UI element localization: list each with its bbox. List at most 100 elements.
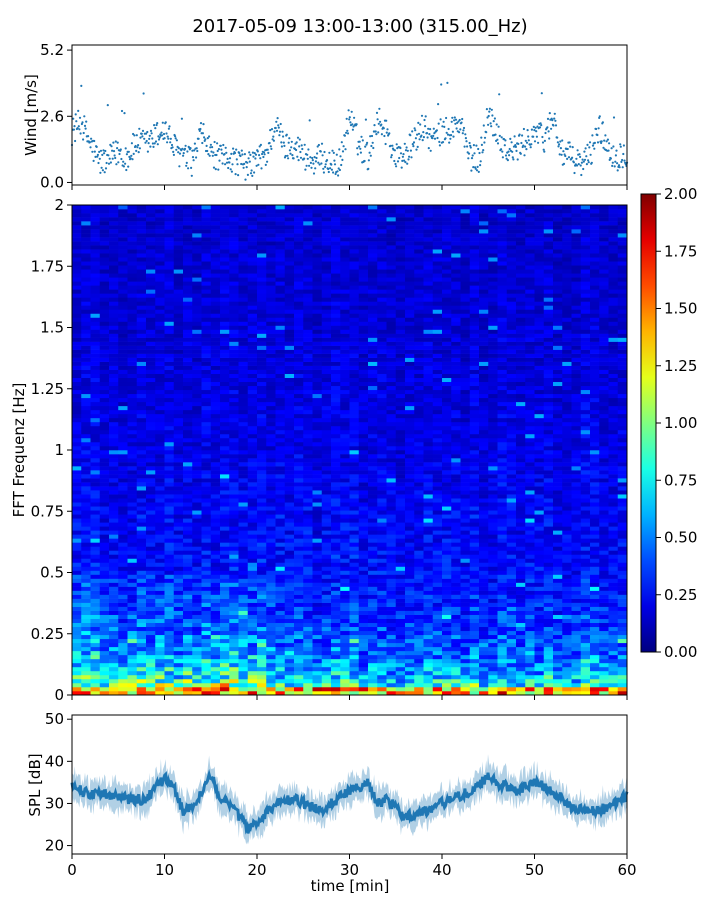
wind-point — [409, 134, 412, 137]
spectrogram-cell — [99, 638, 110, 644]
spectrogram-cell — [210, 269, 221, 274]
spectrogram-cell — [238, 566, 249, 571]
spectrogram-cell — [81, 249, 91, 254]
spectrogram-cell — [266, 626, 276, 632]
spectrogram-cell — [257, 393, 267, 399]
wind-point — [361, 139, 364, 142]
spectrogram-cell — [321, 518, 332, 523]
spectrogram-cell — [284, 510, 295, 515]
spectrogram-cell — [368, 233, 378, 238]
spectrogram-cell — [294, 646, 304, 652]
spectrogram-cell — [238, 257, 249, 262]
spectrogram-cell — [331, 518, 341, 523]
spectrogram-cell — [220, 498, 230, 503]
spectrogram-cell — [303, 349, 313, 354]
spectrogram-cell — [201, 409, 212, 415]
wind-point — [299, 150, 302, 154]
spectrogram-cell — [294, 458, 304, 463]
spectrogram-cell — [118, 381, 128, 387]
spectrogram-cell — [257, 225, 267, 230]
spectrogram-cell — [284, 518, 295, 523]
spectrogram-cell — [303, 606, 313, 611]
wind-point — [296, 155, 299, 158]
spectrogram-cell — [164, 281, 175, 286]
spectrogram-cell — [229, 478, 239, 483]
spectrogram-cell — [331, 606, 341, 611]
spectrogram-cell — [210, 317, 221, 322]
spectrogram-cell — [155, 458, 165, 463]
spectrogram-cell — [229, 365, 239, 370]
wind-point — [125, 153, 128, 156]
spectrogram-cell — [312, 674, 323, 680]
wind-point — [621, 166, 624, 169]
spectrogram-cell — [275, 578, 286, 583]
spectrogram-cell — [136, 233, 147, 238]
spectrogram-cell — [72, 546, 82, 551]
spectrogram-cell — [99, 682, 110, 688]
spectrogram-cell — [303, 466, 313, 471]
spectrogram-cell — [127, 425, 138, 431]
spectrogram-cell — [173, 349, 184, 354]
spectrogram-cell — [136, 666, 147, 672]
spectrogram-cell — [118, 682, 128, 688]
spectrogram-cell — [238, 241, 249, 246]
wind-point — [618, 166, 621, 169]
spectrogram-cell — [284, 522, 295, 527]
spectrogram-cell — [340, 209, 350, 214]
spectrogram-cell — [266, 369, 276, 374]
spectrogram-cell — [136, 586, 147, 591]
spectrogram-cell — [201, 614, 212, 619]
spectrogram-cell — [358, 209, 369, 214]
wind-point — [497, 125, 500, 128]
spectrogram-cell — [294, 590, 304, 595]
spectrogram-cell — [247, 217, 258, 222]
spectrogram-cell — [340, 237, 350, 242]
spectrogram-cell — [284, 582, 295, 587]
wind-point — [393, 149, 396, 152]
spectrogram-cell — [266, 321, 276, 326]
spectrogram-cell — [90, 566, 101, 571]
spectrogram-cell — [266, 518, 276, 523]
spectrogram-cell — [284, 289, 295, 294]
spectrogram-cell — [173, 478, 184, 483]
spectrogram-cell — [192, 225, 202, 230]
spectrogram-cell — [377, 598, 387, 603]
spectrogram-cell — [284, 478, 295, 483]
spectrogram-cell — [99, 329, 110, 334]
spectrogram-cell — [368, 518, 378, 523]
spectrogram-cell — [275, 333, 286, 338]
spectrogram-cell — [146, 249, 156, 254]
spectrogram-cell — [349, 690, 360, 696]
spectrogram-cell — [183, 369, 193, 374]
spectrogram-cell — [210, 478, 221, 483]
spectrogram-cell — [81, 377, 91, 383]
spectrogram-cell — [109, 590, 119, 595]
spectrogram-cell — [312, 646, 323, 652]
spectrogram-cell — [284, 554, 295, 559]
spectrogram-cell — [99, 590, 110, 595]
spectrogram-cell — [164, 417, 175, 423]
spectrogram-cell — [118, 297, 128, 302]
spectrogram-cell — [294, 361, 304, 366]
spectrogram-cell — [118, 389, 128, 395]
spectrogram-cell — [358, 241, 369, 246]
spectrogram-cell — [257, 566, 267, 571]
spectrogram-cell — [312, 654, 323, 660]
spectrogram-cell — [183, 462, 193, 467]
spectrogram-cell — [349, 397, 360, 403]
wind-point — [379, 120, 382, 123]
spectrogram-cell — [238, 369, 249, 374]
wind-point — [485, 108, 488, 111]
spectrogram-cell — [275, 666, 286, 672]
spectrogram-cell — [90, 265, 101, 270]
wind-point — [508, 147, 511, 151]
wind-point — [310, 166, 313, 169]
spectrogram-cell — [90, 353, 101, 358]
spectrogram-cell — [155, 321, 165, 326]
spectrogram-cell — [312, 550, 323, 555]
wind-point — [454, 122, 457, 125]
spectrogram-cell — [266, 514, 276, 519]
spectrogram-cell — [312, 566, 323, 571]
spectrogram-cell — [183, 610, 193, 615]
spectrogram-cell — [155, 325, 165, 330]
